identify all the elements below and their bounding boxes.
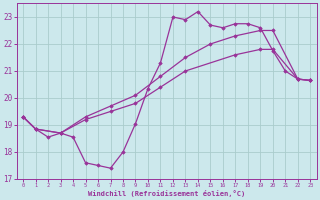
X-axis label: Windchill (Refroidissement éolien,°C): Windchill (Refroidissement éolien,°C) [88,190,245,197]
